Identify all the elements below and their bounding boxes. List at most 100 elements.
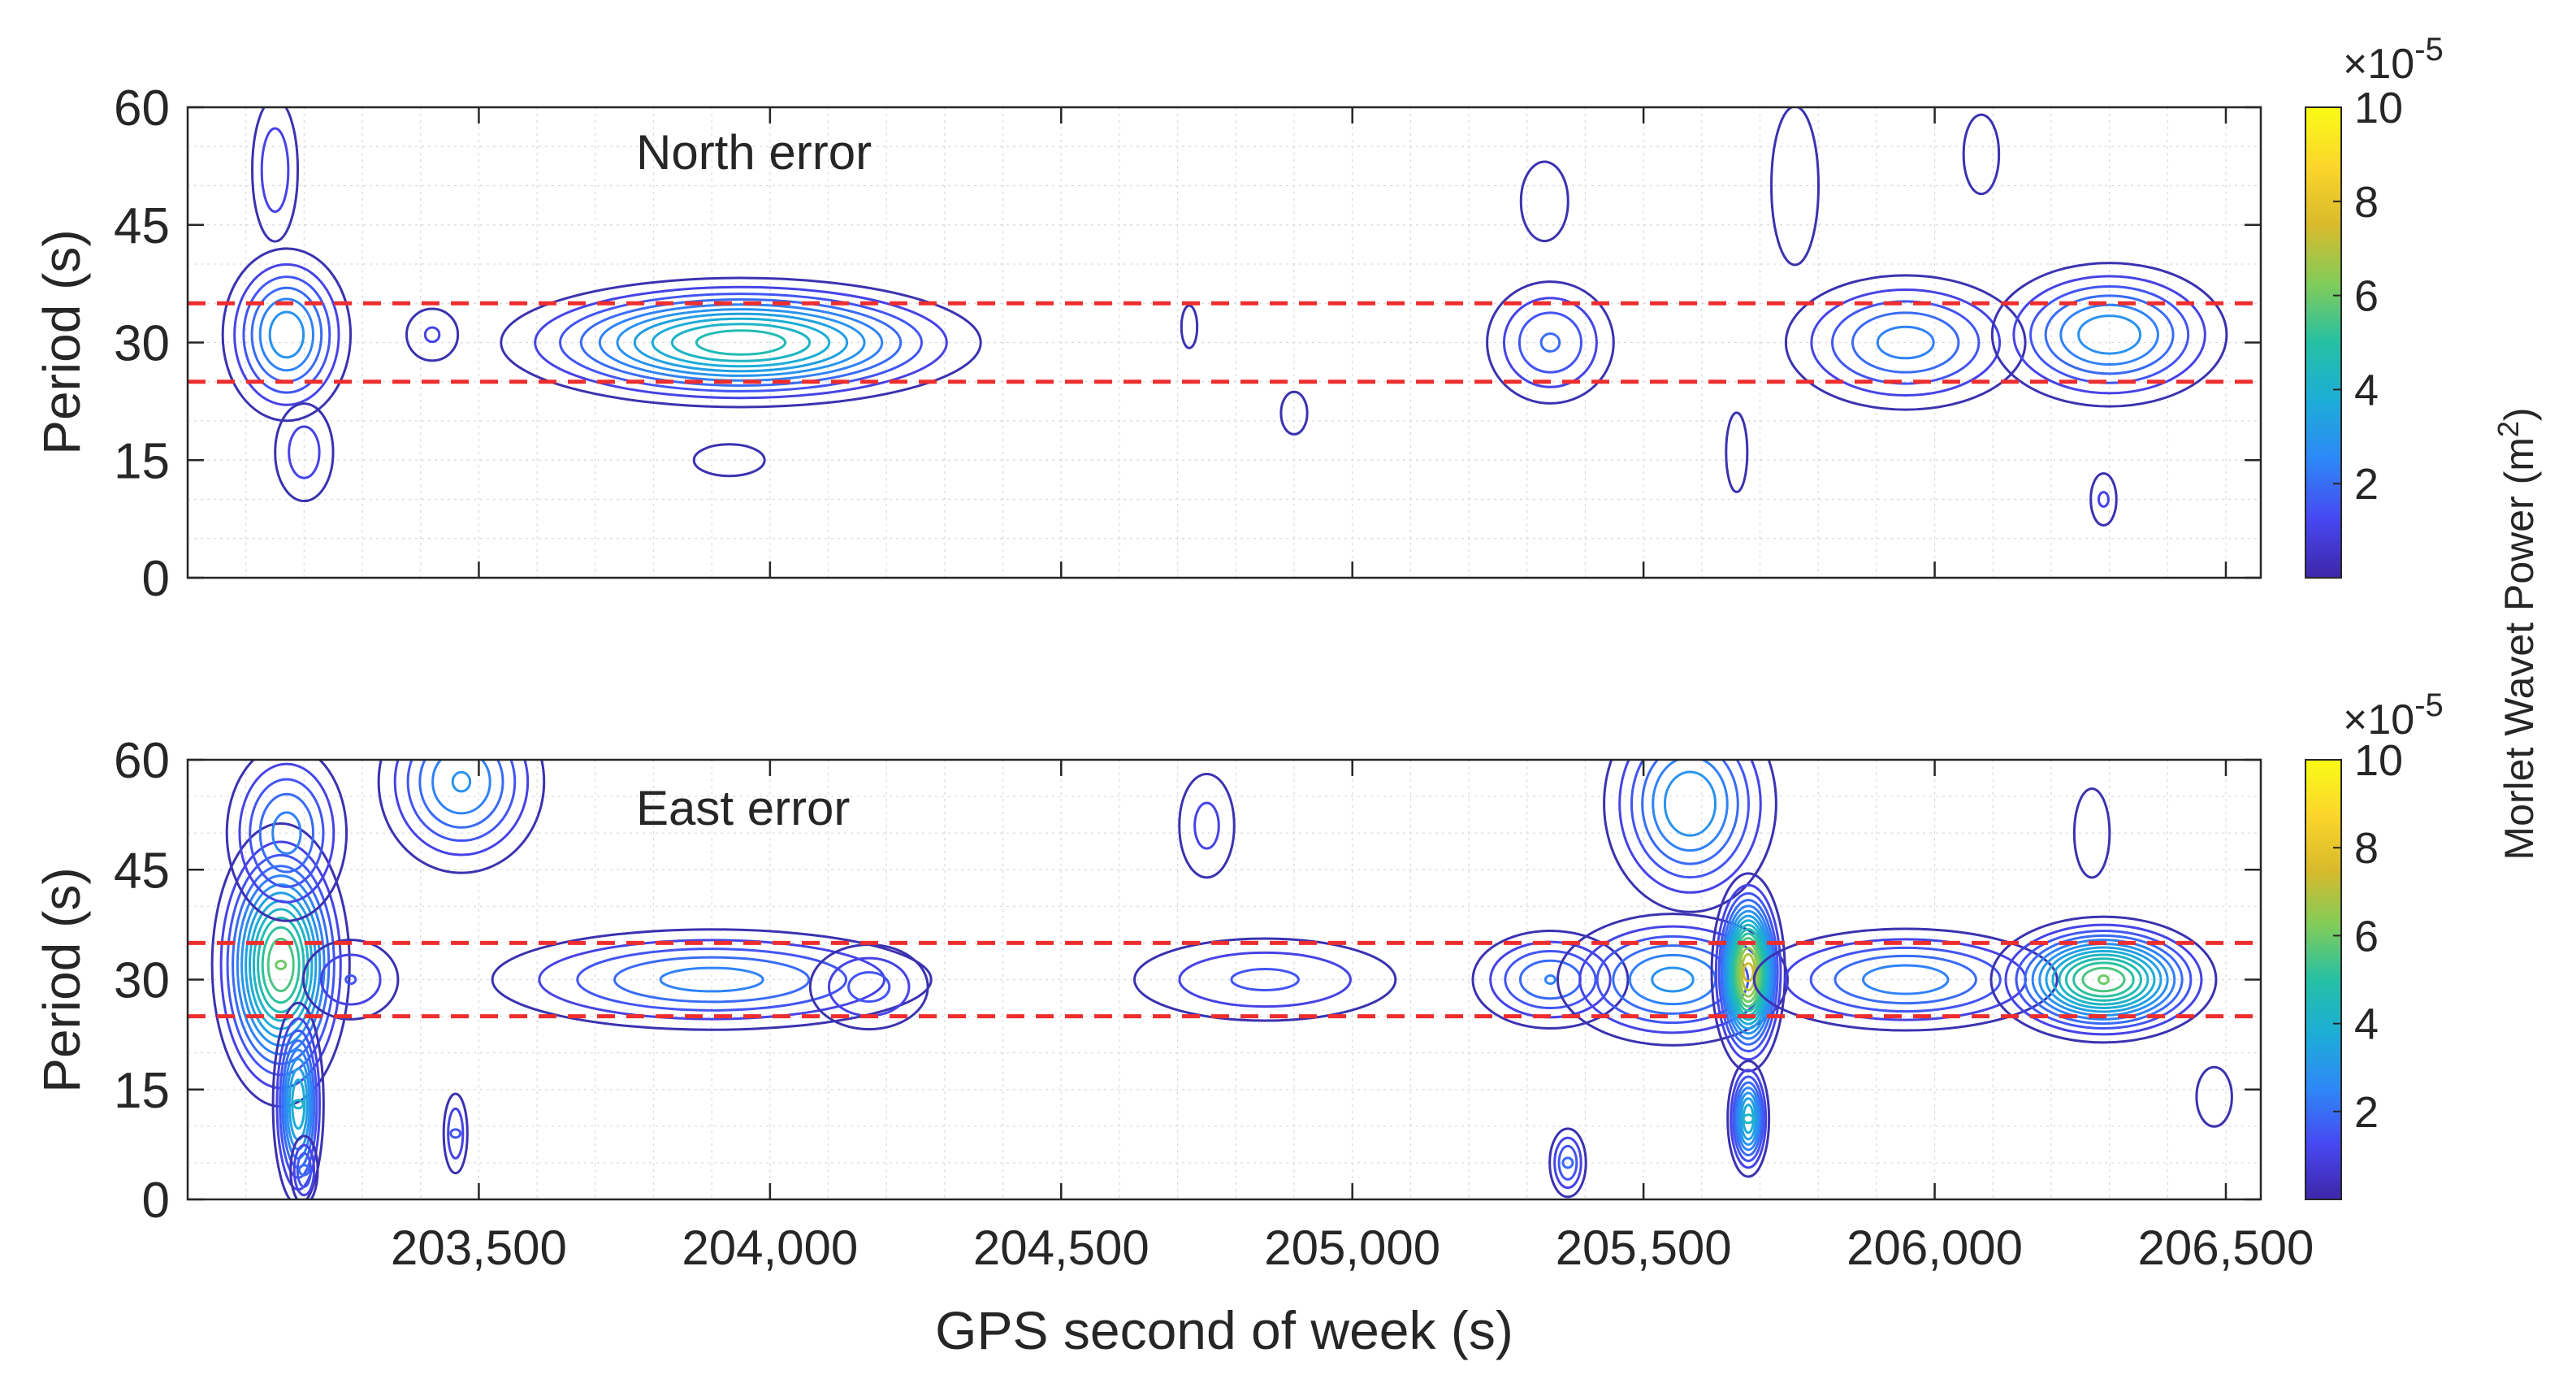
contour-line bbox=[695, 329, 787, 356]
x-tick-label: 205,500 bbox=[1556, 1221, 1732, 1275]
x-tick-label: 204,500 bbox=[973, 1221, 1149, 1275]
x-tick-label: 203,500 bbox=[391, 1221, 567, 1275]
colorbar-tick-label: 6 bbox=[2354, 912, 2379, 961]
contour-line bbox=[291, 1078, 306, 1130]
contour-line bbox=[2058, 953, 2150, 1006]
contour-line bbox=[258, 297, 314, 372]
contour-line bbox=[238, 762, 336, 904]
contour-line bbox=[1180, 304, 1199, 349]
contour-line bbox=[1742, 1113, 1755, 1125]
contour-line bbox=[268, 310, 305, 359]
contour-line bbox=[405, 307, 460, 362]
contour-line bbox=[442, 1092, 469, 1175]
y-tick-label: 60 bbox=[114, 733, 170, 789]
y-tick-label: 30 bbox=[114, 316, 170, 372]
contour-line bbox=[1733, 932, 1764, 1013]
y-tick-label: 60 bbox=[114, 80, 170, 137]
contour-line bbox=[1279, 390, 1309, 436]
colorbar-tick-label: 8 bbox=[2354, 824, 2379, 873]
contour-line bbox=[1630, 760, 1750, 879]
contour-line bbox=[242, 275, 331, 394]
contour-line bbox=[2004, 923, 2203, 1036]
contour-line bbox=[538, 939, 886, 1021]
contour-line bbox=[1557, 1144, 1578, 1181]
contour-line bbox=[1502, 297, 1598, 388]
contour-line bbox=[598, 303, 884, 382]
contour-line bbox=[847, 970, 891, 1004]
contour-line bbox=[1618, 760, 1762, 894]
panel-east: 0 15 30 45 60 203,500 204,000 204,500 205,000 205… bbox=[32, 733, 2314, 1275]
contour-line bbox=[1834, 954, 1977, 1005]
contour-line bbox=[616, 308, 866, 377]
contour-line bbox=[301, 939, 400, 1021]
contour-line bbox=[1752, 927, 2059, 1032]
contour-line bbox=[1732, 1075, 1765, 1163]
contour-line bbox=[431, 760, 491, 815]
contour-line bbox=[261, 926, 301, 1004]
contour-line bbox=[2059, 303, 2159, 366]
contour-line bbox=[233, 262, 340, 406]
contour-line bbox=[1876, 325, 1935, 360]
contour-line bbox=[2097, 491, 2110, 508]
contour-line bbox=[1742, 962, 1755, 982]
contour-line bbox=[1725, 914, 1771, 1030]
contour-line bbox=[579, 298, 903, 387]
y-tick-label: 45 bbox=[114, 843, 170, 899]
contour-line bbox=[2012, 275, 2206, 395]
contour-line bbox=[251, 107, 300, 243]
y-tick-label: 0 bbox=[142, 551, 170, 607]
contour-line bbox=[1471, 929, 1630, 1030]
threshold-lines-north bbox=[188, 301, 2261, 384]
contour-line bbox=[2044, 294, 2175, 375]
contour-line bbox=[1556, 913, 1789, 1047]
contour-line bbox=[491, 928, 933, 1031]
contour-line bbox=[418, 760, 504, 829]
contour-line bbox=[257, 917, 305, 1013]
contour-line bbox=[1133, 937, 1397, 1022]
contour-line bbox=[271, 811, 302, 855]
contour-line bbox=[1725, 411, 1749, 493]
contour-line bbox=[232, 865, 331, 1065]
contour-line bbox=[1962, 113, 2001, 196]
colorbar-east-exponent: ×10-5 bbox=[2343, 687, 2444, 744]
contour-line bbox=[1722, 904, 1774, 1040]
panel-title-north: North error bbox=[636, 125, 872, 180]
contour-line bbox=[1720, 899, 1777, 1046]
contour-line bbox=[613, 956, 811, 1004]
contour-line bbox=[2072, 961, 2135, 998]
contour-line bbox=[1548, 1127, 1587, 1199]
contour-line bbox=[659, 966, 764, 993]
contour-line bbox=[651, 317, 831, 368]
colorbar-tick-label: 10 bbox=[2354, 84, 2403, 132]
contour-line bbox=[534, 285, 948, 400]
contour-line bbox=[1714, 883, 1782, 1061]
contour-line bbox=[2089, 472, 2118, 527]
contour-line bbox=[692, 443, 766, 478]
contour-line bbox=[1734, 1081, 1763, 1156]
contour-line bbox=[1990, 262, 2228, 408]
contour-line bbox=[406, 760, 517, 843]
contour-line bbox=[670, 323, 812, 362]
panel-north: 0 15 30 45 60 North error Period (s) bbox=[32, 80, 2262, 607]
contour-line bbox=[449, 1128, 462, 1139]
contour-line bbox=[2072, 787, 2111, 879]
x-axis-label: GPS second of week (s) bbox=[935, 1300, 1513, 1360]
contour-line bbox=[451, 770, 472, 793]
contour-line bbox=[423, 326, 441, 344]
contour-line bbox=[274, 402, 335, 503]
contour-line bbox=[1830, 300, 1981, 385]
contour-line bbox=[1595, 935, 1750, 1025]
contour-line bbox=[1739, 1097, 1757, 1141]
contour-line bbox=[271, 1001, 325, 1199]
contour-line bbox=[1504, 950, 1597, 1009]
contour-line bbox=[1738, 947, 1759, 998]
contour-line bbox=[2077, 314, 2142, 355]
contour-line bbox=[1717, 891, 1779, 1053]
contour-line bbox=[1553, 1136, 1582, 1190]
contour-line bbox=[500, 276, 982, 409]
contour-line bbox=[1736, 1086, 1761, 1151]
contour-line bbox=[292, 1143, 316, 1197]
contour-line bbox=[2024, 934, 2184, 1026]
contour-line bbox=[1178, 951, 1352, 1008]
